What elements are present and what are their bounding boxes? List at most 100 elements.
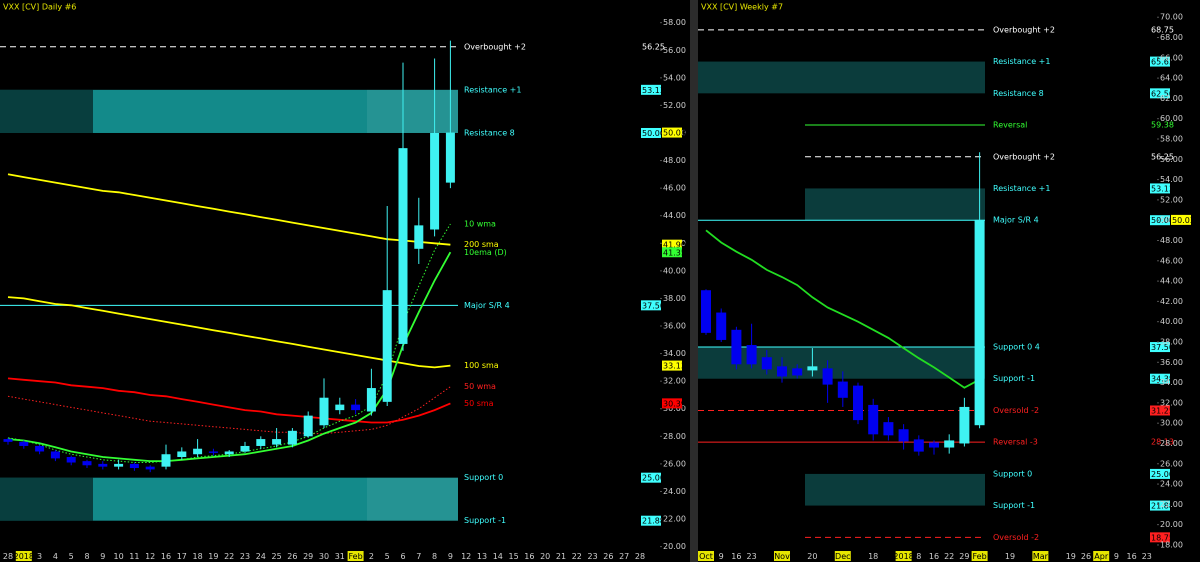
y-tick-label: 34.00 bbox=[663, 349, 686, 358]
candle-body bbox=[837, 381, 848, 398]
candle-body bbox=[82, 461, 92, 466]
y-tick-label: 22.00 bbox=[663, 515, 686, 524]
candle-body bbox=[398, 148, 408, 344]
level-name: Support 0 bbox=[464, 473, 503, 482]
level-tag-bg bbox=[641, 472, 661, 483]
candle-body bbox=[746, 345, 757, 365]
x-tick-label: 20 bbox=[540, 552, 550, 561]
candle-body bbox=[303, 415, 313, 437]
series-line bbox=[7, 296, 451, 369]
x-tick-label: 6 bbox=[400, 552, 405, 561]
level-tag: 21.88 bbox=[1151, 502, 1174, 511]
x-tick-label: 8 bbox=[432, 552, 437, 561]
x-tick-label: Mar bbox=[1033, 552, 1049, 561]
level-zone bbox=[698, 347, 985, 379]
y-tick-label: 44.00 bbox=[663, 211, 686, 220]
candle-body bbox=[414, 225, 424, 249]
x-tick-label: 19 bbox=[208, 552, 218, 561]
level-tag: 53.13 bbox=[642, 86, 665, 95]
level-tag-bg bbox=[641, 127, 661, 138]
level-tag-bg bbox=[641, 300, 661, 311]
candle-body bbox=[287, 430, 297, 445]
x-tick-label: 12 bbox=[145, 552, 155, 561]
level-tag: 34.38 bbox=[1151, 375, 1174, 384]
candle-body bbox=[193, 448, 203, 455]
candle-body bbox=[256, 439, 266, 446]
level-tag-bg bbox=[1150, 342, 1170, 353]
y-tick-label: 68.00 bbox=[1160, 33, 1183, 42]
candle-body bbox=[807, 366, 818, 371]
candle-body bbox=[129, 463, 139, 469]
candle-body bbox=[701, 290, 711, 333]
x-tick-label: 10 bbox=[114, 552, 124, 561]
y-tick-label: 58.00 bbox=[1160, 135, 1183, 144]
x-tick-label: 18 bbox=[193, 552, 203, 561]
series-name: 10ema (D) bbox=[464, 248, 507, 257]
series-end-tag: 33.13 bbox=[663, 362, 686, 371]
x-tick-label: 2018 bbox=[14, 552, 34, 561]
level-tag-bg bbox=[641, 515, 661, 526]
level-tag-bg bbox=[1150, 500, 1170, 511]
series-end-tag: 30.39 bbox=[663, 399, 686, 408]
candle-body bbox=[974, 219, 985, 426]
x-tick-label: 11 bbox=[129, 552, 139, 561]
candle-body bbox=[335, 404, 345, 411]
y-tick-label: 58.00 bbox=[663, 18, 686, 27]
x-label-bg bbox=[1032, 551, 1049, 561]
y-tick-label: 70.00 bbox=[1160, 13, 1183, 22]
candle-body bbox=[240, 445, 250, 452]
level-name: Support 0 4 bbox=[993, 343, 1040, 352]
level-name: Resistance +1 bbox=[993, 57, 1050, 66]
level-tag-bg bbox=[1150, 56, 1170, 67]
level-tag: 31.25 bbox=[1151, 406, 1174, 415]
candle-body bbox=[731, 329, 742, 365]
candle-body bbox=[883, 422, 894, 436]
series-line bbox=[7, 173, 451, 246]
y-tick-label: 34.00 bbox=[1160, 378, 1183, 387]
level-tag-bg bbox=[1150, 183, 1170, 194]
y-tick-label: 54.00 bbox=[663, 73, 686, 82]
x-tick-label: 23 bbox=[1142, 552, 1152, 561]
candle-body bbox=[161, 454, 171, 467]
x-tick-label: Feb bbox=[349, 552, 363, 561]
candle-body bbox=[944, 440, 955, 448]
x-tick-label: Oct bbox=[699, 552, 713, 561]
y-tick-label: 26.00 bbox=[663, 459, 686, 468]
x-tick-label: 13 bbox=[477, 552, 487, 561]
level-name: Major S/R 4 bbox=[464, 301, 510, 310]
level-tag: 62.50 bbox=[1151, 89, 1174, 98]
y-tick-label: 24.00 bbox=[663, 487, 686, 496]
x-tick-label: 30 bbox=[319, 552, 329, 561]
x-tick-label: 26 bbox=[1081, 552, 1091, 561]
level-tag: 18.75 bbox=[1151, 533, 1174, 542]
y-tick-label: 20.00 bbox=[1160, 520, 1183, 529]
candle-body bbox=[19, 441, 29, 446]
candle-body bbox=[929, 442, 939, 448]
x-tick-label: 15 bbox=[509, 552, 519, 561]
candle-body bbox=[66, 457, 76, 463]
x-tick-label: 19 bbox=[1066, 552, 1076, 561]
candle-body bbox=[35, 445, 45, 452]
candle-body bbox=[792, 368, 803, 376]
level-tag: 21.88 bbox=[642, 517, 665, 526]
candle-body bbox=[445, 132, 455, 183]
last-price-tag-bg bbox=[1171, 214, 1191, 225]
candle-body bbox=[430, 132, 440, 230]
y-tick-label: 28.00 bbox=[1160, 439, 1183, 448]
x-tick-label: Dec bbox=[835, 552, 850, 561]
y-tick-label: 44.00 bbox=[1160, 277, 1183, 286]
series-name: 10 wma bbox=[464, 219, 496, 228]
x-tick-label: 17 bbox=[177, 552, 187, 561]
x-tick-label: 7 bbox=[416, 552, 421, 561]
y-tick-label: 28.00 bbox=[663, 432, 686, 441]
level-tag: 50.00 bbox=[1151, 216, 1174, 225]
candle-body bbox=[366, 388, 376, 412]
level-tag: 56.25 bbox=[1151, 152, 1174, 161]
series-line bbox=[7, 377, 451, 424]
candle-body bbox=[351, 404, 361, 411]
y-tick-label: 60.00 bbox=[1160, 114, 1183, 123]
y-tick-label: 52.00 bbox=[1160, 195, 1183, 204]
x-tick-label: 29 bbox=[959, 552, 969, 561]
